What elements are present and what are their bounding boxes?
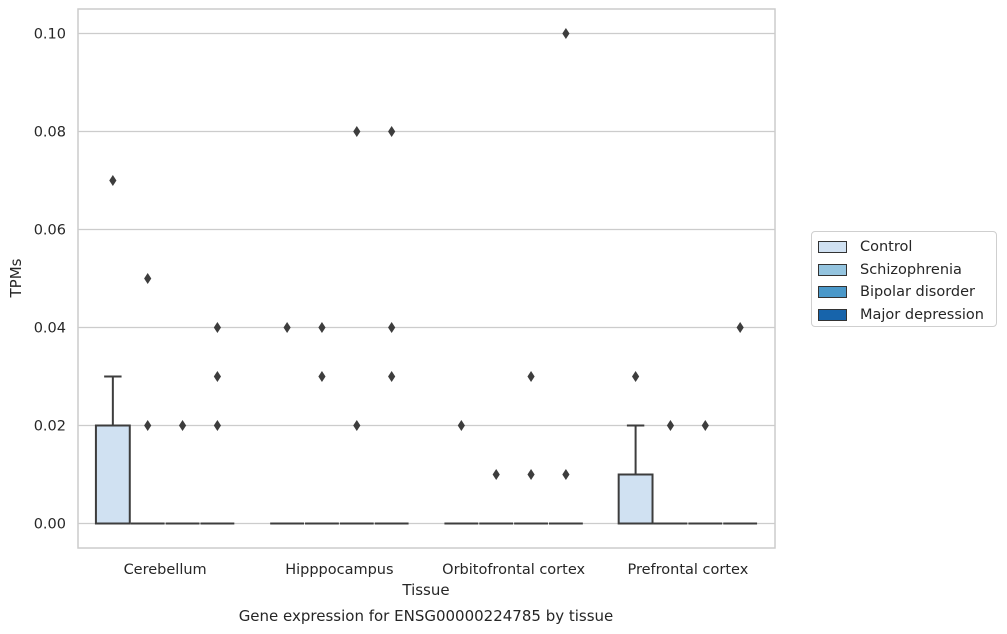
x-tick-label: Cerebellum — [124, 562, 207, 578]
legend-swatch — [818, 241, 847, 254]
outlier-point — [144, 273, 152, 284]
legend-swatch — [818, 309, 847, 322]
outlier-point — [144, 420, 152, 431]
y-tick-label: 0.08 — [34, 125, 66, 141]
legend-item: Schizophrenia — [818, 259, 996, 282]
axes-frame — [77, 8, 776, 549]
outlier-point — [109, 175, 117, 186]
outlier-point — [562, 28, 570, 39]
outlier-point — [736, 322, 744, 333]
outlier-point — [562, 469, 570, 480]
outlier-point — [388, 371, 396, 382]
outlier-point — [318, 371, 326, 382]
y-tick-label: 0.04 — [34, 321, 66, 337]
legend-item: Control — [818, 236, 996, 259]
box — [94, 424, 131, 525]
legend-item: Major depression — [818, 304, 996, 327]
outlier-point — [701, 420, 709, 431]
box — [617, 473, 654, 525]
outlier-point — [666, 420, 675, 431]
outlier-point — [213, 371, 221, 382]
outlier-point — [527, 371, 535, 382]
tick-labels: 0.00 0.02 0.04 0.06 0.08 0.10 Cerebellum Hipppo… — [34, 27, 749, 579]
legend-swatch — [818, 286, 847, 299]
outlier-point — [353, 126, 361, 137]
outlier-point — [388, 126, 396, 137]
legend-label: Major depression — [860, 307, 984, 324]
y-tick-label: 0.00 — [34, 517, 66, 533]
y-axis-label: TPMs — [7, 258, 25, 298]
x-tick-label: Orbitofrontal cortex — [442, 562, 585, 578]
legend: Control Schizophrenia Bipolar disorder Majo… — [811, 231, 997, 327]
outlier-point — [388, 322, 396, 333]
legend-label: Control — [860, 239, 913, 256]
y-tick-label: 0.10 — [34, 27, 66, 43]
outlier-point — [213, 420, 221, 431]
y-tick-label: 0.06 — [34, 223, 66, 239]
legend-item: Bipolar disorder — [818, 281, 996, 304]
x-axis-label: Tissue — [401, 581, 449, 599]
outlier-point — [527, 469, 535, 480]
chart-caption: Gene expression for ENSG00000224785 by t… — [239, 607, 614, 625]
x-tick-label: Prefrontal cortex — [627, 562, 748, 578]
outlier-point — [178, 420, 187, 431]
legend-label: Schizophrenia — [860, 261, 962, 278]
x-tick-label: Hipppocampus — [285, 562, 393, 578]
outlier-point — [283, 322, 291, 333]
outlier-point — [353, 420, 361, 431]
plot-area — [94, 28, 758, 525]
gridlines — [78, 32, 775, 525]
plot-border — [77, 8, 776, 549]
outlier-point — [492, 469, 500, 480]
outlier-point — [213, 322, 221, 333]
outlier-point — [457, 420, 465, 431]
legend-label: Bipolar disorder — [860, 284, 975, 301]
outlier-point — [318, 322, 326, 333]
y-tick-label: 0.02 — [34, 419, 66, 435]
legend-swatch — [818, 263, 847, 276]
outlier-point — [632, 371, 640, 382]
